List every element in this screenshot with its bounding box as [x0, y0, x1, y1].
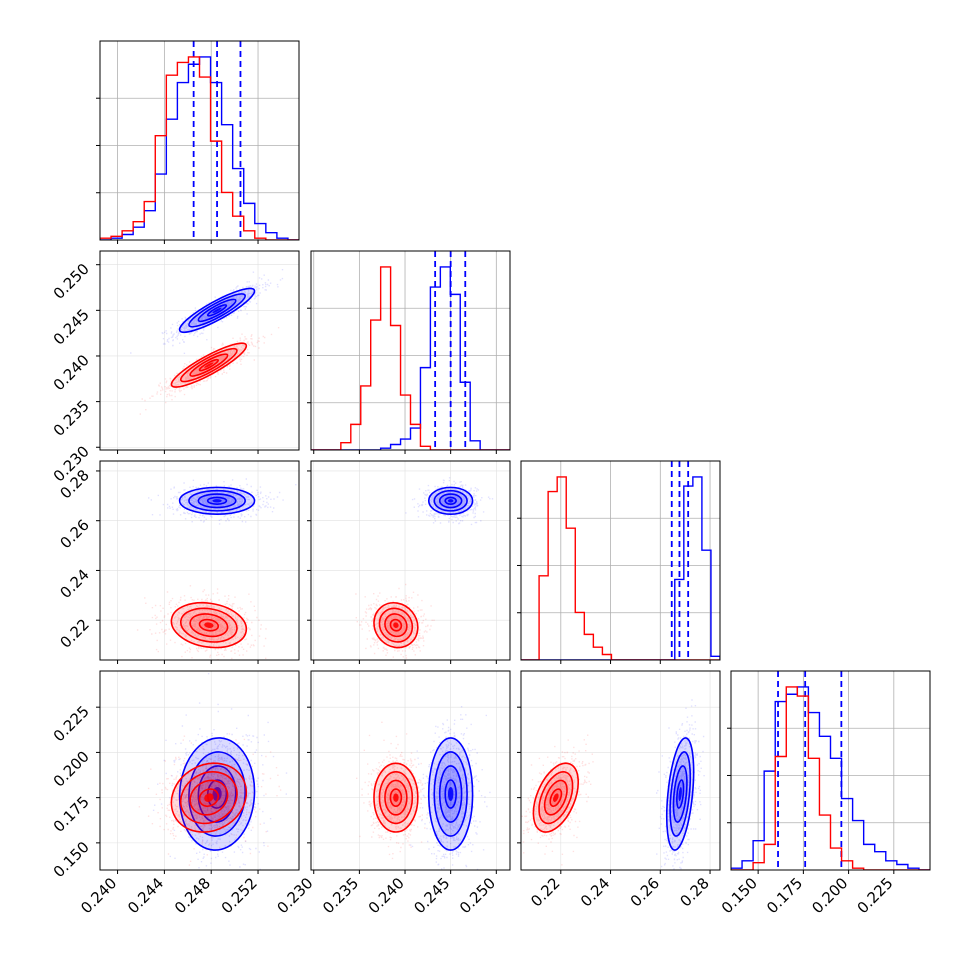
y-tick-label: 0.200: [50, 748, 93, 791]
panel-2-0: 0.220.240.260.28: [56, 460, 300, 664]
y-tick-label: 0.225: [50, 702, 93, 745]
x-tick-label: 0.250: [456, 874, 499, 917]
contour-core-red: [553, 793, 559, 802]
scatter-red: [521, 734, 594, 866]
scatter-red: [136, 585, 267, 660]
y-tick-label: 0.250: [50, 260, 93, 303]
panel-content: [311, 461, 510, 660]
histogram-red: [100, 56, 299, 240]
panel-frame: [99, 460, 300, 661]
panel-frame: [520, 460, 721, 661]
contour-core-blue: [212, 499, 222, 503]
panel-3-1: 0.230 0.235 0.240 0.245 0.250: [273, 670, 511, 917]
y-tick-label: 0.235: [50, 397, 93, 440]
scatter-red: [355, 583, 435, 660]
histogram-red: [311, 266, 510, 450]
contour-core-red: [204, 622, 214, 628]
y-tick-label: 0.24: [56, 566, 92, 602]
x-tick-label: 0.244: [124, 874, 167, 917]
x-tick-label: 0.252: [218, 874, 261, 917]
contour-core-red: [393, 793, 399, 802]
contour-core-red: [204, 793, 214, 802]
x-tick-label: 0.26: [627, 874, 663, 910]
scatter-blue: [410, 706, 491, 870]
panel-frame: [310, 670, 511, 871]
contour-core-blue: [447, 499, 454, 503]
scatter-blue: [656, 699, 705, 870]
panel-2-1: [307, 460, 511, 664]
panel-content: [311, 251, 510, 450]
panel-content: [731, 671, 930, 870]
y-tick-label: 0.26: [56, 516, 92, 552]
x-tick-label: 0.248: [171, 874, 214, 917]
x-tick-label: 0.175: [763, 874, 806, 917]
x-tick-label: 0.245: [410, 874, 453, 917]
contour-core-blue: [447, 787, 454, 802]
contour-core-blue: [678, 787, 682, 802]
x-tick-label: 0.150: [718, 874, 761, 917]
panel-frame: [310, 460, 511, 661]
contour-core-red: [204, 362, 214, 368]
histogram-blue: [731, 686, 930, 870]
panel-frame: [310, 250, 511, 451]
x-tick-label: 0.225: [854, 874, 897, 917]
scatter-blue: [148, 478, 297, 525]
x-tick-label: 0.28: [677, 874, 713, 910]
contour-core-blue: [212, 307, 222, 314]
panel-frame: [520, 670, 721, 871]
y-tick-label: 0.245: [50, 305, 93, 348]
histogram-blue: [521, 476, 720, 660]
x-tick-label: 0.240: [365, 874, 408, 917]
panel-content: [521, 461, 720, 660]
contour-core-red: [393, 622, 399, 628]
x-tick-label: 0.240: [77, 874, 120, 917]
panel-2-2: [517, 460, 721, 664]
panel-0-0: [96, 40, 300, 244]
histogram-red: [521, 476, 720, 660]
panel-frame: [99, 250, 300, 451]
y-tick-label: 0.240: [50, 351, 93, 394]
x-tick-label: 0.235: [319, 874, 362, 917]
x-tick-label: 0.24: [577, 874, 613, 910]
y-tick-label: 0.22: [56, 615, 92, 651]
panel-frame: [99, 40, 300, 241]
panel-frame: [730, 670, 931, 871]
panel-3-2: 0.22 0.24 0.26 0.28: [517, 670, 721, 910]
panel-3-3: 0.150 0.175 0.200 0.225: [718, 670, 931, 917]
histogram-red: [731, 686, 930, 870]
panel-content: [521, 671, 720, 870]
x-tick-label: 0.22: [527, 874, 563, 910]
panel-content: [311, 671, 510, 870]
y-tick-label: 0.175: [50, 793, 93, 836]
y-tick-label: 0.150: [50, 838, 93, 881]
panel-content: [100, 461, 299, 660]
panel-1-1: [307, 250, 511, 454]
panel-content: [100, 251, 299, 450]
x-tick-label: 0.200: [808, 874, 851, 917]
histogram-blue: [311, 266, 510, 450]
histogram-blue: [100, 56, 299, 240]
panel-content: [100, 41, 299, 240]
x-tick-label: 0.230: [273, 874, 316, 917]
panel-frame: [99, 670, 300, 871]
panel-content: [100, 671, 299, 870]
